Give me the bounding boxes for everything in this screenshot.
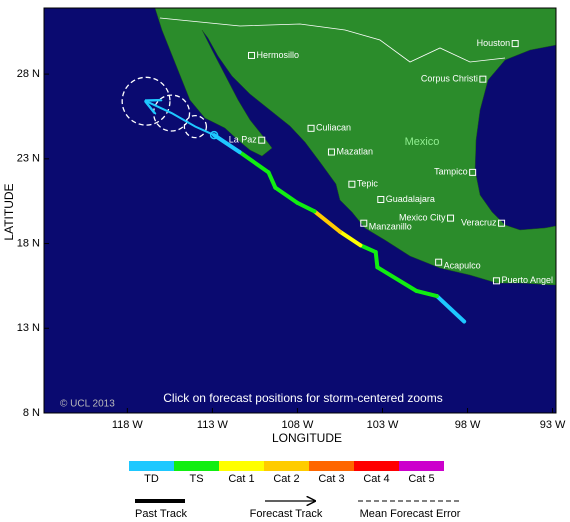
legend-category-label: Cat 2 — [273, 473, 299, 485]
city-label: Mazatlan — [336, 146, 373, 156]
city-marker — [492, 277, 500, 285]
current-position — [209, 130, 219, 140]
legend-swatch — [174, 461, 219, 471]
legend-category-label: Cat 3 — [318, 473, 344, 485]
city-marker — [307, 124, 315, 132]
x-tick-label: 118 W — [112, 419, 144, 431]
track-segment — [375, 265, 419, 293]
city-marker — [327, 148, 335, 156]
track-segment — [312, 209, 342, 234]
track-segment — [295, 200, 317, 214]
y-tick-label: 23 N — [17, 153, 40, 165]
city-marker — [469, 168, 477, 176]
x-axis-label: LONGITUDE — [272, 431, 342, 445]
city-label: Guadalajara — [386, 194, 435, 204]
border — [159, 17, 506, 63]
x-tick-label: 108 W — [282, 419, 314, 431]
map-area: Hermosillo Houston Corpus Christi La Paz Cul… — [44, 8, 556, 413]
x-tick-label: 93 W — [540, 419, 566, 431]
city-marker — [498, 219, 506, 227]
legend-category-label: Cat 4 — [363, 473, 389, 485]
city-marker — [479, 75, 487, 83]
city-marker — [258, 136, 266, 144]
legend-category-label: TS — [189, 473, 203, 485]
city-label: Veracruz — [461, 218, 497, 228]
plot-frame — [43, 7, 557, 414]
track-segment — [373, 250, 380, 270]
track-segment — [212, 133, 242, 155]
legend-category-label: Cat 5 — [408, 473, 434, 485]
legend-swatch — [219, 461, 264, 471]
y-axis-label: LATITUDE — [2, 183, 16, 240]
city-label: Manzanillo — [369, 222, 412, 232]
land — [154, 8, 556, 286]
legend-label: Mean Forecast Error — [360, 508, 461, 520]
note: Click on forecast positions for storm-ce… — [163, 391, 442, 405]
track-segment — [266, 170, 278, 190]
city-label: Houston — [477, 38, 511, 48]
city-label: Tampico — [434, 167, 468, 177]
x-tick-label: 98 W — [455, 419, 481, 431]
city-marker — [511, 40, 519, 48]
track-segment — [358, 243, 378, 255]
country-label: Mexico — [405, 136, 440, 148]
y-tick-label: 28 N — [17, 68, 40, 80]
credit: © UCL 2013 — [60, 399, 115, 410]
city-marker — [348, 180, 356, 188]
city-label: Acapulco — [444, 261, 481, 271]
city-marker — [377, 195, 385, 203]
legend-swatch — [309, 461, 354, 471]
legend-swatch — [399, 461, 444, 471]
city-label: Tepic — [357, 179, 379, 189]
y-tick-label: 8 N — [23, 407, 40, 419]
forecast-track — [146, 101, 215, 137]
legend-label: Forecast Track — [250, 508, 323, 520]
x-tick-label: 113 W — [197, 419, 229, 431]
legend-category-label: TD — [144, 473, 159, 485]
city-label: Mexico City — [399, 213, 446, 223]
legend-swatch — [129, 461, 174, 471]
forecast-error-circle — [121, 76, 171, 126]
city-label: Hermosillo — [257, 50, 300, 60]
y-tick-label: 13 N — [17, 322, 40, 334]
legend-category-label: Cat 1 — [228, 473, 254, 485]
city-marker — [435, 258, 443, 266]
city-marker — [447, 214, 455, 222]
y-tick-label: 18 N — [17, 237, 40, 249]
legend-swatch — [264, 461, 309, 471]
city-label: Corpus Christi — [421, 74, 478, 84]
legend-label: Past Track — [135, 508, 187, 520]
track-segment — [434, 294, 467, 324]
city-label: Puerto Angel — [501, 275, 553, 285]
x-tick-label: 103 W — [367, 419, 399, 431]
track-segment — [337, 229, 363, 248]
city-marker — [248, 51, 256, 59]
track-segment — [414, 288, 439, 299]
city-marker — [360, 219, 368, 227]
forecast-error-circle — [183, 114, 208, 139]
city-label: Culiacan — [316, 123, 351, 133]
track-segment — [273, 185, 300, 205]
city-label: La Paz — [229, 135, 258, 145]
legend-swatch — [354, 461, 399, 471]
track-segment — [237, 150, 271, 175]
